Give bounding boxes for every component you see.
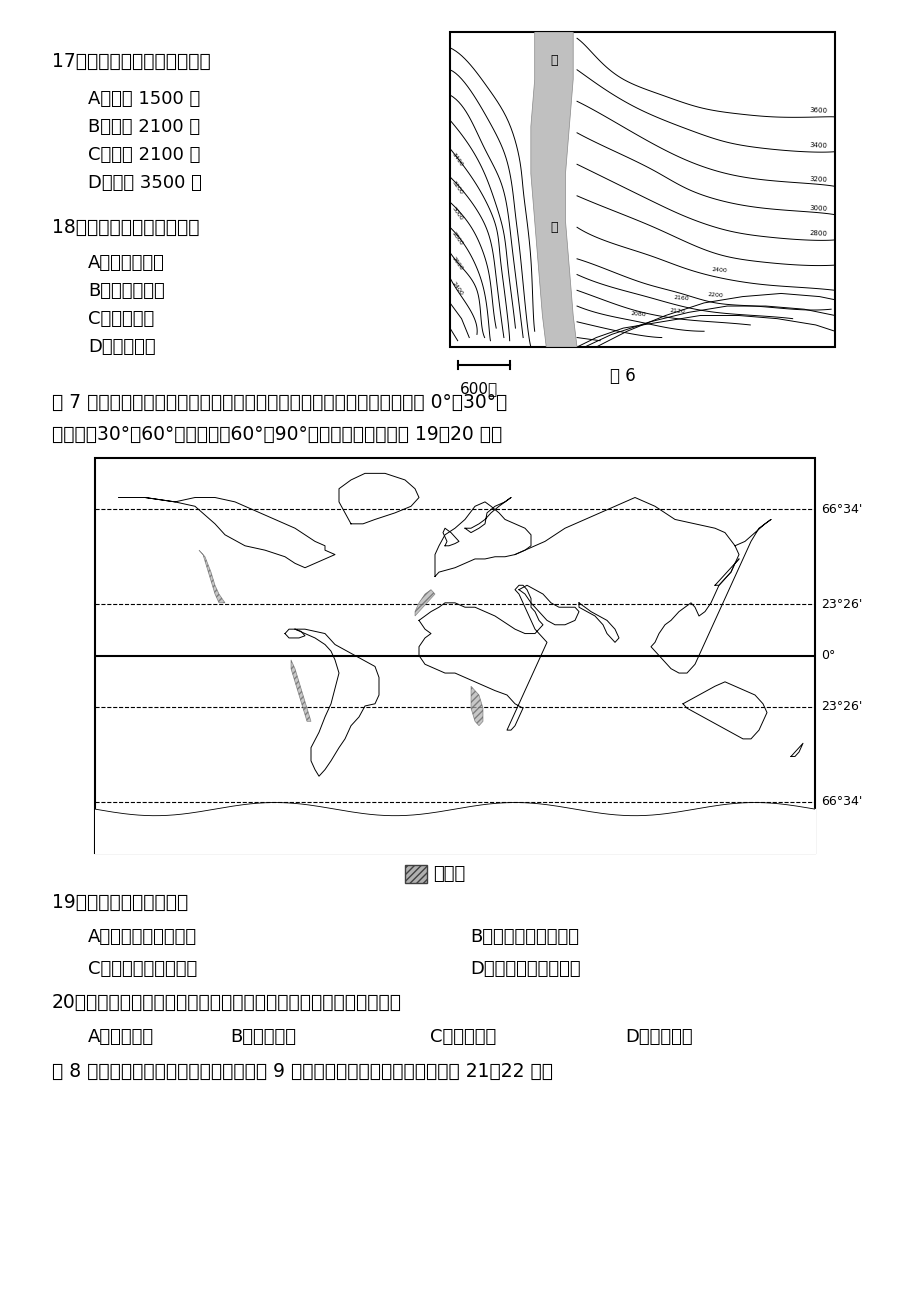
Text: D．露天开矿: D．露天开矿 (624, 1028, 692, 1046)
Text: 66°34': 66°34' (820, 503, 861, 516)
Text: 3200: 3200 (808, 176, 826, 183)
Polygon shape (530, 33, 576, 347)
Text: 18．图示地区最有可能位于: 18．图示地区最有可能位于 (52, 219, 199, 237)
Bar (449, 33, 834, 347)
Text: B．小于 2100 米: B．小于 2100 米 (88, 118, 200, 137)
Text: 19．图中海雾区主要位于: 19．图中海雾区主要位于 (52, 892, 188, 912)
Text: 3000: 3000 (808, 204, 826, 212)
Text: 3600: 3600 (808, 107, 826, 114)
Text: 20．海雾对人类活动的影响很大，下列人类活动受海雾影响最大的是: 20．海雾对人类活动的影响很大，下列人类活动受海雾影响最大的是 (52, 993, 402, 1012)
Text: 河: 河 (550, 221, 557, 234)
Text: C．中高纬度大陆西岸: C．中高纬度大陆西岸 (88, 960, 197, 978)
Text: B．橡胶收割: B．橡胶收割 (230, 1028, 296, 1046)
Bar (95, 458, 814, 853)
Text: 2800: 2800 (808, 230, 826, 237)
Text: 2120: 2120 (668, 307, 685, 314)
Text: A．高铁运行: A．高铁运行 (88, 1028, 154, 1046)
Text: 3200: 3200 (450, 180, 464, 196)
Text: 2400: 2400 (710, 267, 727, 273)
Text: 2200: 2200 (707, 291, 723, 298)
Text: 图 6: 图 6 (609, 367, 635, 385)
Text: 17．图示区域大部分地区海拔: 17．图示区域大部分地区海拔 (52, 52, 210, 72)
Text: 低纬度，30°～60°为中纬度，60°～90°为高纬度。据此回答 19～20 题。: 低纬度，30°～60°为中纬度，60°～90°为高纬度。据此回答 19～20 题… (52, 425, 502, 444)
Text: A．中低纬度大陆西岸: A．中低纬度大陆西岸 (88, 928, 197, 946)
Polygon shape (290, 660, 311, 721)
Bar (404, 865, 426, 883)
Polygon shape (199, 550, 225, 602)
Text: B．内蒙古高原: B．内蒙古高原 (88, 282, 165, 301)
Text: C．大于 2100 米: C．大于 2100 米 (88, 146, 200, 164)
Text: C．海洋航行: C．海洋航行 (429, 1028, 495, 1046)
Text: 图 8 是世界某岛屿地形和河流分布图，图 9 是甲城市降水量分布图。读图回答 21～22 题。: 图 8 是世界某岛屿地形和河流分布图，图 9 是甲城市降水量分布图。读图回答 2… (52, 1062, 552, 1081)
Text: 2080: 2080 (630, 311, 646, 317)
Text: A．小于 1500 米: A．小于 1500 米 (88, 90, 200, 108)
Text: 3400: 3400 (808, 142, 826, 148)
Text: 23°26': 23°26' (820, 597, 861, 610)
Text: 23°26': 23°26' (820, 700, 861, 713)
Text: C．江南丘陵: C．江南丘陵 (88, 310, 154, 328)
Text: 600米: 600米 (460, 381, 497, 396)
Text: 图 7 中的阴影是世界经常出现海雾（海洋上空的雾）的海区。按纬度大小 0°～30°为: 图 7 中的阴影是世界经常出现海雾（海洋上空的雾）的海区。按纬度大小 0°～30… (52, 393, 506, 412)
Text: D．大于 3500 米: D．大于 3500 米 (88, 174, 201, 193)
Polygon shape (414, 589, 435, 615)
Text: 甲: 甲 (550, 53, 557, 66)
Text: D．青藏高原: D．青藏高原 (88, 338, 155, 356)
Polygon shape (471, 686, 482, 726)
Text: 0°: 0° (820, 649, 834, 662)
Text: 3400: 3400 (450, 152, 464, 168)
Text: 66°34': 66°34' (820, 795, 861, 808)
Text: 2600: 2600 (450, 256, 464, 272)
Text: 2800: 2800 (450, 230, 464, 246)
Text: D．中高纬度大陆东岸: D．中高纬度大陆东岸 (470, 960, 580, 978)
Text: 3000: 3000 (450, 206, 464, 221)
Text: 2400: 2400 (450, 281, 464, 297)
Text: 2160: 2160 (673, 295, 688, 302)
Text: B．中低纬度大陆东岸: B．中低纬度大陆东岸 (470, 928, 578, 946)
Text: 海雾区: 海雾区 (433, 865, 465, 883)
Text: A．塔里木盆地: A．塔里木盆地 (88, 254, 165, 272)
